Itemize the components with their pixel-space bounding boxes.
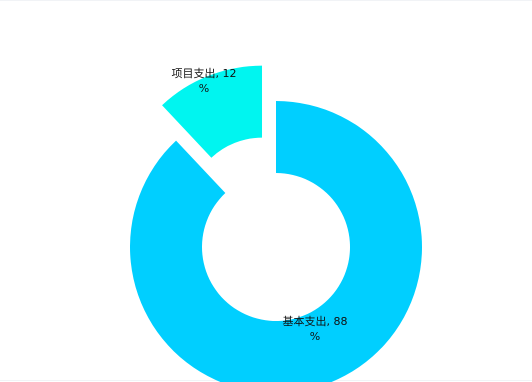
slice-label-unit-basic-expenditure: % [310,330,320,343]
slice-project-expenditure[interactable] [162,65,263,158]
slice-label-basic-expenditure: 基本支出, 88 [283,314,348,328]
slice-basic-expenditure[interactable] [130,101,423,382]
slice-label-unit-project-expenditure: % [199,82,209,95]
slice-label-project-expenditure: 项目支出, 12 [172,66,237,80]
